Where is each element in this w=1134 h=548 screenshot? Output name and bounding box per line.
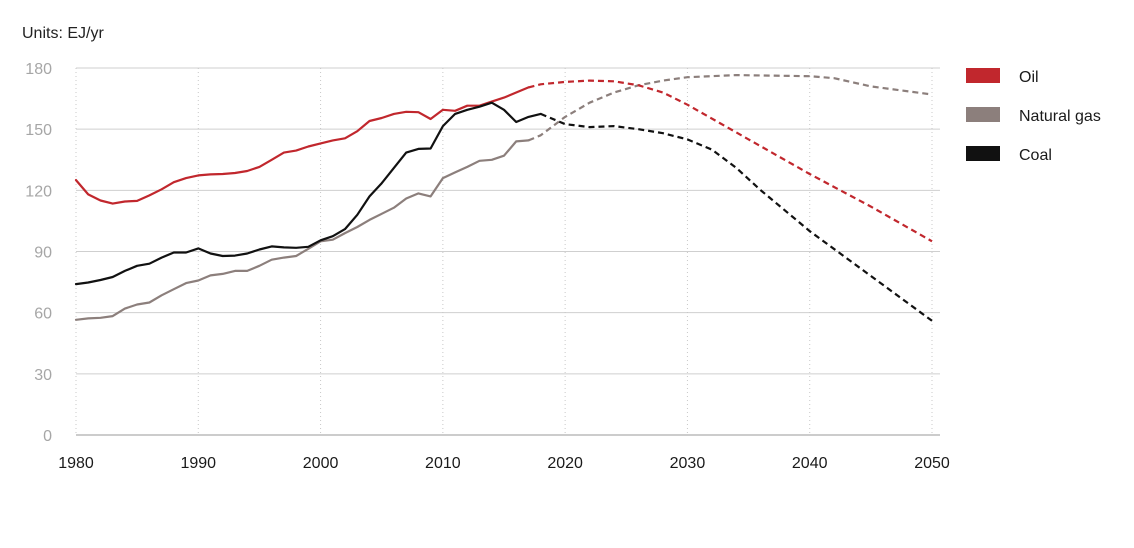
y-axis: 0 30 60 90 120 150 180 bbox=[25, 61, 52, 445]
units-label: Units: EJ/yr bbox=[22, 25, 104, 42]
coal-projection-line bbox=[540, 112, 933, 322]
x-tick-label: 1980 bbox=[58, 455, 94, 472]
x-tick-label: 2020 bbox=[547, 455, 583, 472]
natural-gas-historical-line bbox=[74, 139, 530, 321]
x-tick-label: 2050 bbox=[914, 455, 950, 472]
y-tick-label: 90 bbox=[34, 245, 52, 262]
y-tick-label: 150 bbox=[25, 122, 52, 139]
legend-label-coal: Coal bbox=[1019, 147, 1052, 164]
oil-projection-line bbox=[528, 79, 933, 243]
x-tick-label: 2010 bbox=[425, 455, 461, 472]
y-tick-label: 180 bbox=[25, 61, 52, 78]
legend-swatch-natural-gas bbox=[966, 107, 1000, 122]
y-tick-label: 30 bbox=[34, 367, 52, 384]
y-tick-label: 60 bbox=[34, 306, 52, 323]
natural-gas-projection-line bbox=[528, 73, 933, 142]
y-tick-label: 0 bbox=[43, 428, 52, 445]
coal-historical-line bbox=[74, 101, 542, 286]
x-tick-label: 2030 bbox=[670, 455, 706, 472]
legend: Oil Natural gas Coal bbox=[966, 68, 1101, 164]
grid bbox=[75, 67, 940, 436]
y-tick-label: 120 bbox=[25, 183, 52, 200]
legend-label-oil: Oil bbox=[1019, 69, 1039, 86]
legend-swatch-coal bbox=[966, 146, 1000, 161]
oil-historical-line bbox=[74, 86, 530, 205]
series-layer bbox=[74, 73, 933, 322]
x-tick-label: 1990 bbox=[180, 455, 216, 472]
legend-label-natural-gas: Natural gas bbox=[1019, 108, 1101, 125]
x-axis: 1980 1990 2000 2010 2020 2030 2040 2050 bbox=[58, 455, 950, 472]
x-tick-label: 2040 bbox=[792, 455, 828, 472]
legend-swatch-oil bbox=[966, 68, 1000, 83]
x-tick-label: 2000 bbox=[303, 455, 339, 472]
